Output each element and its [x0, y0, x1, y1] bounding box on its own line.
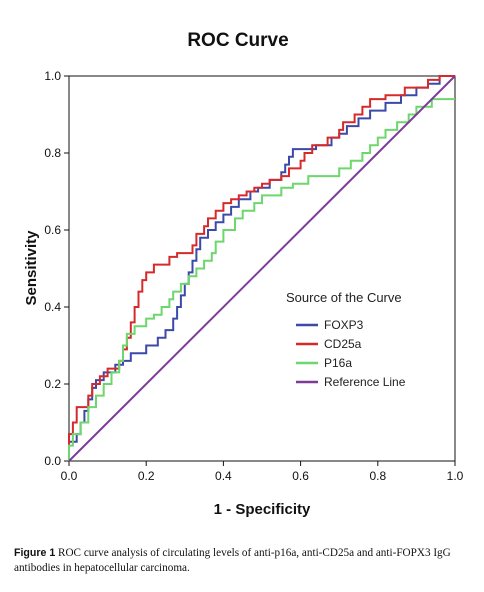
y-tick-label: 0.2 — [44, 377, 61, 391]
x-tick-label: 1.0 — [447, 469, 464, 483]
x-tick-label: 0.0 — [61, 469, 78, 483]
y-tick-label: 0.0 — [44, 454, 61, 468]
y-tick-label: 0.4 — [44, 300, 61, 314]
roc-curves — [68, 75, 456, 462]
legend-entry: CD25a — [324, 337, 362, 351]
chart-title: ROC Curve — [187, 30, 288, 51]
y-tick-label: 0.8 — [44, 146, 61, 160]
figure-label: Figure 1 — [14, 547, 56, 559]
y-tick-label: 0.6 — [44, 223, 61, 237]
x-tick-label: 0.8 — [369, 469, 386, 483]
figure-caption-text: ROC curve analysis of circulating levels… — [14, 547, 451, 574]
x-axis-label: 1 - Specificity — [214, 501, 311, 518]
series-line-foxp3 — [68, 75, 455, 461]
x-tick-label: 0.6 — [292, 469, 309, 483]
figure-caption: Figure 1 ROC curve analysis of circulati… — [14, 546, 472, 576]
legend-entry: Reference Line — [324, 375, 406, 389]
roc-chart: ROC Curve Sensitivity 1 - Specificity 0.… — [23, 30, 464, 518]
series-line-reference-line — [68, 75, 456, 462]
legend-entry: FOXP3 — [324, 318, 364, 332]
x-tick-label: 0.4 — [215, 469, 232, 483]
legend-entry: P16a — [324, 356, 352, 370]
series-line-p16a — [68, 98, 455, 461]
x-tick-label: 0.2 — [138, 469, 155, 483]
y-tick-label: 1.0 — [44, 69, 61, 83]
plot-frame — [68, 75, 456, 462]
legend-title: Source of the Curve — [286, 290, 402, 305]
legend: Source of the Curve FOXP3 CD25a P16a Refere… — [286, 290, 406, 389]
y-axis-label: Sensitivity — [23, 230, 40, 306]
axis-ticks: 0.0 0.2 0.4 0.6 0.8 1.0 0.0 0.2 0.4 0.6 0.8 1.0 — [44, 69, 463, 483]
